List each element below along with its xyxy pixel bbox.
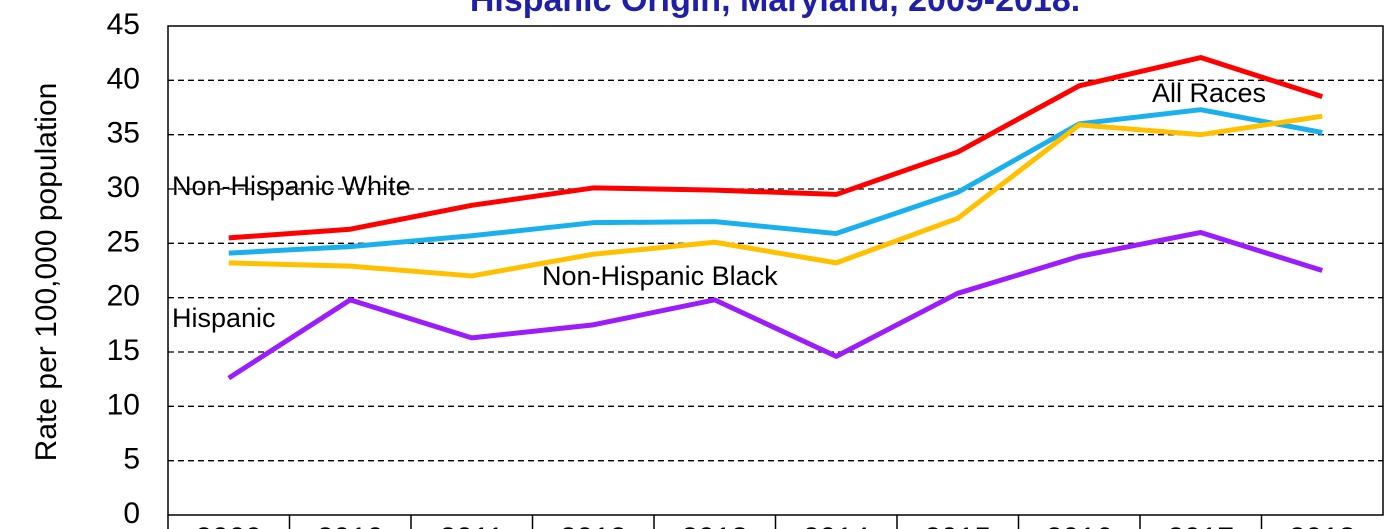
series-label: All Races: [1152, 78, 1266, 108]
series-line: [227, 229, 1323, 381]
x-tick-label: 2012: [560, 522, 627, 529]
y-tick-label: 40: [107, 62, 140, 95]
x-tick-label: 2017: [1167, 522, 1234, 529]
x-tick-label: 2010: [317, 522, 384, 529]
y-tick-label: 45: [107, 8, 140, 41]
x-tick-label: 2011: [439, 522, 504, 529]
x-tick-label: 2014: [803, 522, 870, 529]
x-tick-label: 2018: [1289, 522, 1356, 529]
y-tick-label: 10: [107, 388, 140, 421]
y-tick-label: 15: [107, 334, 140, 367]
y-tick-label: 30: [107, 171, 140, 204]
series-line: [228, 55, 1324, 241]
series-line: [228, 113, 1323, 279]
x-tick-label: 2015: [924, 522, 991, 529]
chart-title: Hispanic Origin, Maryland, 2009-2018.: [470, 0, 1080, 19]
series-label: Hispanic: [172, 303, 276, 333]
x-tick-label: 2013: [681, 522, 748, 529]
x-tick-label: 2016: [1046, 522, 1113, 529]
y-tick-label: 35: [107, 117, 140, 150]
x-tick-label: 2009: [195, 522, 262, 529]
y-tick-label: 5: [123, 443, 140, 476]
series-label: Non-Hispanic Black: [542, 261, 778, 291]
y-axis-label: Rate per 100,000 population: [30, 83, 63, 462]
series-label: Non-Hispanic White: [172, 171, 411, 201]
y-tick-label: 0: [123, 497, 140, 529]
series-line: [228, 107, 1323, 256]
y-tick-label: 20: [107, 280, 140, 313]
y-tick-label: 25: [107, 225, 140, 258]
